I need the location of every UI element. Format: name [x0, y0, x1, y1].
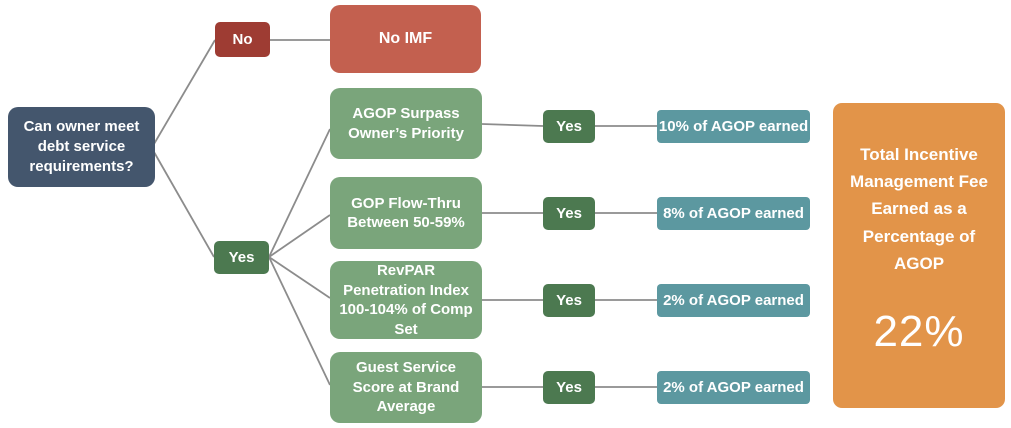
result-node-guest-service: 2% of AGOP earned — [657, 371, 810, 404]
root-question-label: Can owner meet debt service requirements… — [23, 117, 140, 176]
criterion-label: Guest Service Score at Brand Average — [352, 359, 460, 416]
result-label: 10% of AGOP earned — [658, 118, 809, 135]
criterion-node-revpar-penetration: RevPAR Penetration Index 100-104% of Com… — [330, 261, 482, 339]
criterion-label: AGOP Surpass Owner’s Priority — [348, 105, 464, 142]
criterion-node-guest-service: Guest Service Score at Brand Average — [330, 352, 482, 423]
yes-decision-label: Yes — [228, 249, 255, 266]
result-node-gop-flow-thru: 8% of AGOP earned — [657, 197, 810, 230]
total-fee-title: Total Incentive Management Fee Earned as… — [850, 145, 988, 273]
root-question-node: Can owner meet debt service requirements… — [8, 107, 155, 187]
yes-tag-label: Yes — [556, 205, 582, 222]
no-imf-result-node: No IMF — [330, 5, 481, 73]
criterion-node-agop-surpass: AGOP Surpass Owner’s Priority — [330, 88, 482, 159]
result-node-agop-surpass: 10% of AGOP earned — [657, 110, 810, 143]
result-label: 2% of AGOP earned — [663, 292, 804, 309]
total-fee-node: Total Incentive Management Fee Earned as… — [833, 103, 1005, 408]
yes-tag-gop-flow-thru: Yes — [543, 197, 595, 230]
result-label: 8% of AGOP earned — [663, 205, 804, 222]
result-label: 2% of AGOP earned — [663, 379, 804, 396]
result-node-revpar-penetration: 2% of AGOP earned — [657, 284, 810, 317]
yes-tag-revpar-penetration: Yes — [543, 284, 595, 317]
yes-tag-label: Yes — [556, 118, 582, 135]
criterion-node-gop-flow-thru: GOP Flow-Thru Between 50-59% — [330, 177, 482, 249]
criterion-label: GOP Flow-Thru Between 50-59% — [347, 194, 465, 232]
yes-tag-agop-surpass: Yes — [543, 110, 595, 143]
yes-decision-node: Yes — [214, 241, 269, 274]
no-imf-label: No IMF — [378, 30, 433, 47]
yes-tag-label: Yes — [556, 292, 582, 309]
no-decision-node: No — [215, 22, 270, 57]
no-decision-label: No — [232, 31, 253, 48]
yes-tag-label: Yes — [556, 379, 582, 396]
total-fee-value: 22% — [873, 306, 965, 356]
criterion-label: RevPAR Penetration Index 100-104% of Com… — [339, 262, 473, 338]
yes-tag-guest-service: Yes — [543, 371, 595, 404]
